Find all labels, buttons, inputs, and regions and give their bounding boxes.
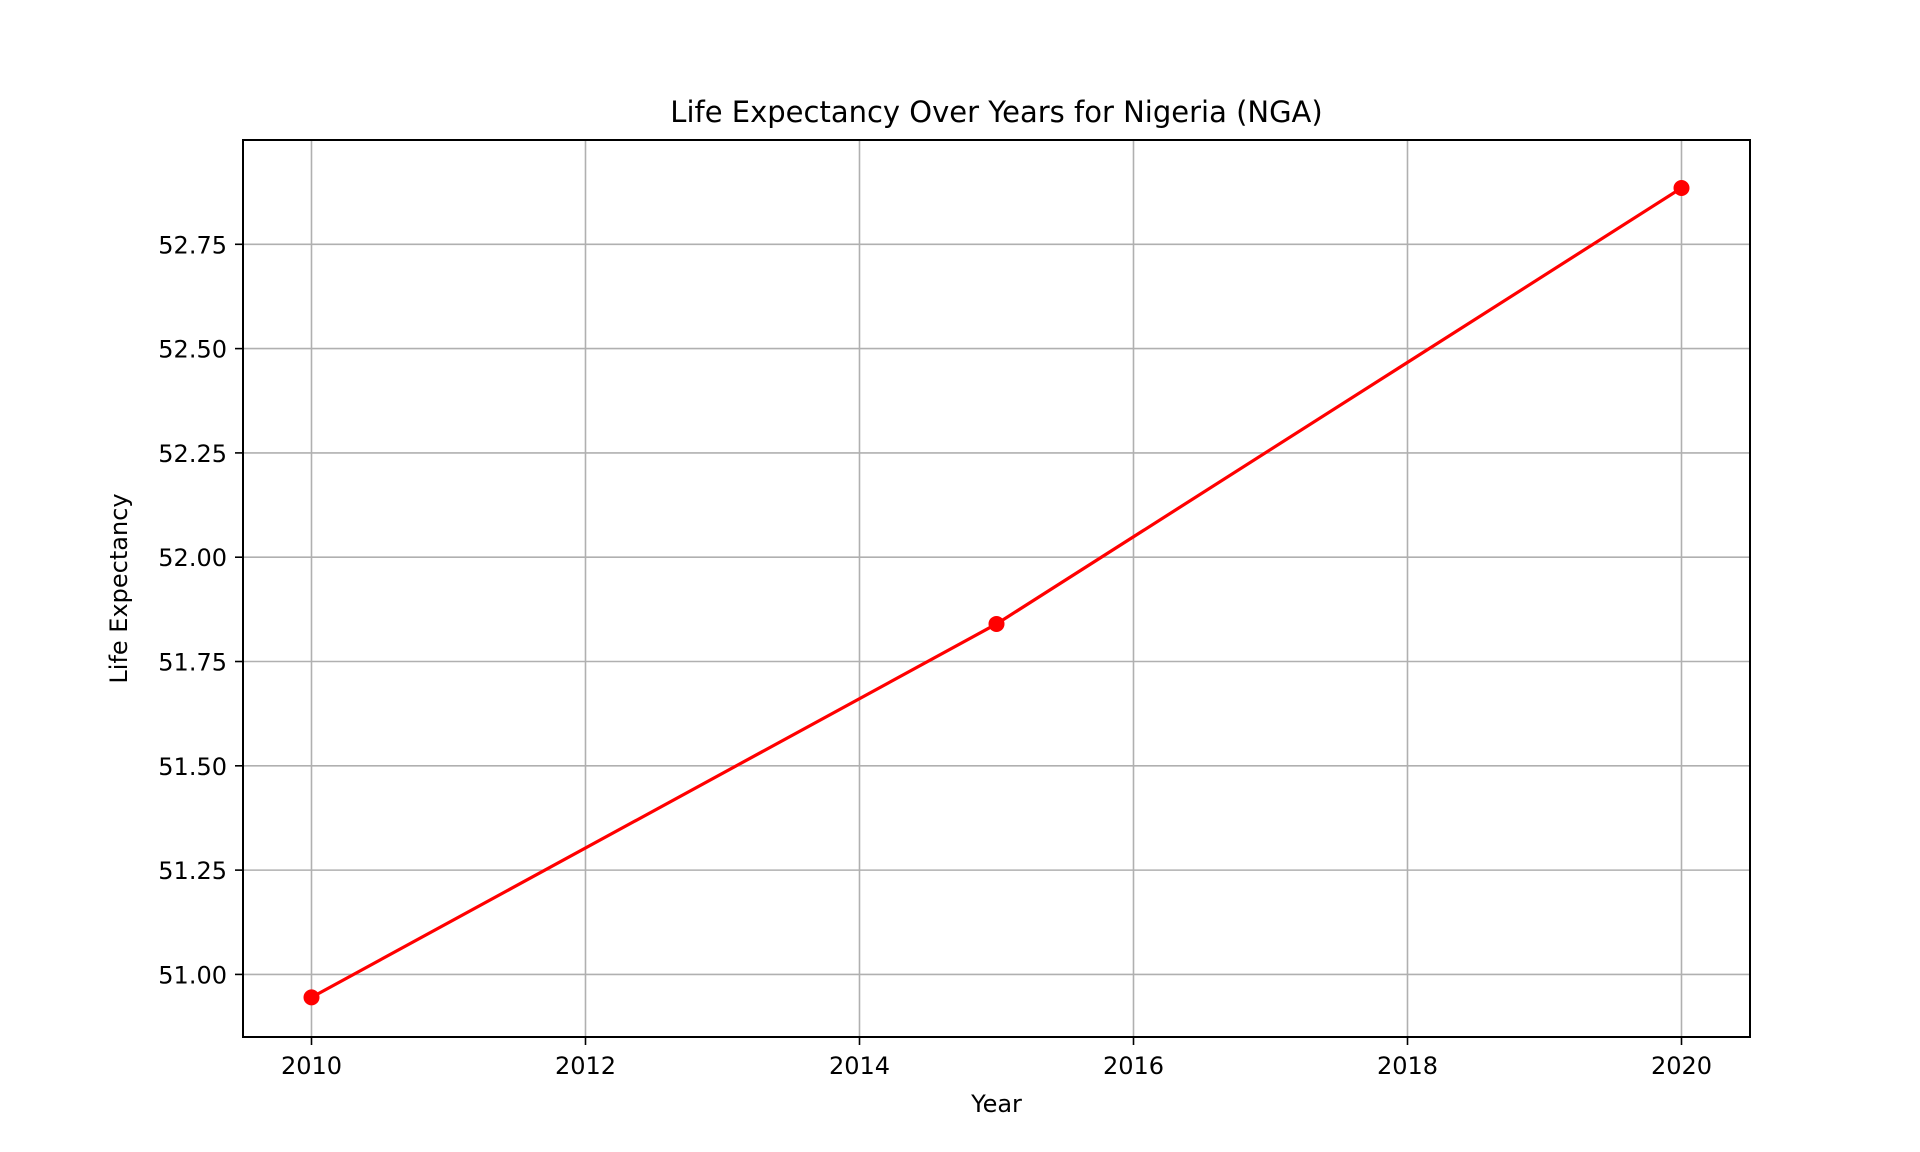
- chart-title: Life Expectancy Over Years for Nigeria (…: [670, 95, 1322, 129]
- y-tick-label: 52.50: [158, 336, 227, 364]
- data-point: [1673, 179, 1690, 196]
- y-tick-label: 51.50: [158, 753, 227, 781]
- data-point: [303, 989, 320, 1006]
- y-tick-label: 51.75: [158, 649, 227, 677]
- plot-frame: [242, 139, 1751, 1038]
- y-axis-label: Life Expectancy: [105, 493, 133, 683]
- grid: [243, 140, 1750, 1037]
- x-tick-label: 2016: [1103, 1052, 1164, 1080]
- y-tick-label: 52.75: [158, 231, 227, 259]
- y-tick-label: 51.25: [158, 857, 227, 885]
- x-tick-label: 2010: [281, 1052, 342, 1080]
- y-tick-label: 51.00: [158, 961, 227, 989]
- data-point: [988, 615, 1005, 632]
- y-tick-label: 52.00: [158, 544, 227, 572]
- x-axis-label: Year: [970, 1090, 1022, 1118]
- x-tick-label: 2012: [555, 1052, 616, 1080]
- y-tick-label: 52.25: [158, 440, 227, 468]
- x-tick-label: 2014: [829, 1052, 890, 1080]
- series-layer: [303, 179, 1690, 1006]
- y-axis: 51.00 51.25 51.50 51.75 52.00 52.25 52.50 52.75: [158, 231, 243, 989]
- x-tick-label: 2020: [1651, 1052, 1712, 1080]
- series-line: [310, 186, 1683, 999]
- x-axis: 2010 2012 2014 2016 2018 2020: [281, 1037, 1712, 1080]
- x-tick-label: 2018: [1377, 1052, 1438, 1080]
